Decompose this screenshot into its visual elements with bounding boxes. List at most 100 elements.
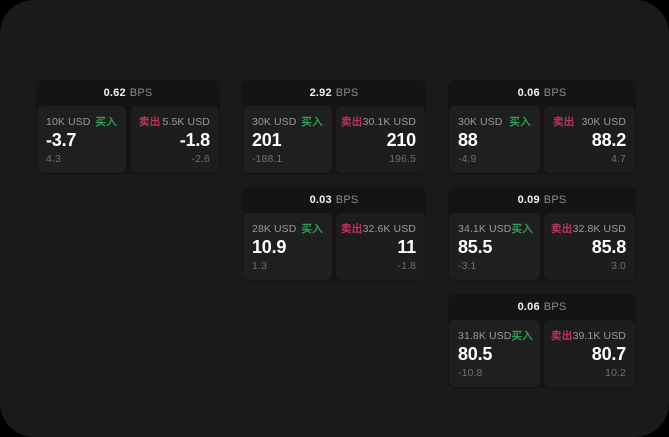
sell-delta: 10.2 [605,367,626,379]
quote-card[interactable]: 0.03 BPS 28K USD 买入 10.9 1.3 32.6K USD 卖出 11 -1.8 [242,187,426,281]
panel-header: 30.1K USD 卖出 [341,115,416,129]
buy-delta: -4.9 [458,153,477,165]
sell-delta: 3.0 [611,260,626,272]
bps-unit-label: BPS [543,87,567,99]
buy-delta: -3.1 [458,260,477,272]
panel-header: 5.5K USD 卖出 [139,115,210,129]
panel-row: 34.1K USD 买入 85.5 -3.1 32.8K USD 卖出 85.8 3.0 [448,213,636,281]
bps-value: 0.06 [517,87,540,99]
bps-value: 0.03 [309,194,332,206]
sell-side-label: 卖出 [340,223,363,235]
quote-card[interactable]: 0.06 BPS 31.8K USD 买入 80.5 -10.8 39.1K USD 卖出 80… [448,294,636,388]
bps-header: 0.62 BPS [36,80,220,106]
bps-unit-label: BPS [335,87,359,99]
buy-panel[interactable]: 30K USD 买入 201 -188.1 [243,106,332,173]
panel-header: 28K USD 买入 [252,222,323,236]
buy-panel[interactable]: 34.1K USD 买入 85.5 -3.1 [449,213,540,280]
buy-price: 201 [252,130,282,150]
bps-unit-label: BPS [543,194,567,206]
buy-delta: -188.1 [252,153,283,165]
bps-unit-label: BPS [543,301,567,313]
buy-side-label: 买入 [509,116,531,128]
buy-size-label: 30K USD [252,115,297,128]
sell-delta: 4.7 [611,153,626,165]
bps-value: 2.92 [309,87,332,99]
sell-side-label: 卖出 [340,116,363,128]
quote-column-3: 0.06 BPS 30K USD 买入 88 -4.9 30K USD 卖出 88.2 4.7 0.… [448,80,636,388]
sell-panel[interactable]: 30.1K USD 卖出 210 196.5 [336,106,425,173]
buy-panel[interactable]: 31.8K USD 买入 80.5 -10.8 [449,320,540,387]
quote-board: 0.62 BPS 10K USD 买入 -3.7 4.3 5.5K USD 卖出 -1.8 -2.… [36,80,636,390]
panel-header: 30K USD 买入 [252,115,323,129]
sell-price: 80.7 [591,344,626,364]
sell-size-label: 30.1K USD [362,115,416,128]
buy-size-label: 31.8K USD [458,329,512,342]
bps-value: 0.62 [103,87,126,99]
bps-value: 0.06 [517,301,540,313]
sell-side-label: 卖出 [139,116,161,128]
panel-header: 32.6K USD 卖出 [341,222,416,236]
panel-header: 32.8K USD 卖出 [551,222,626,236]
panel-header: 34.1K USD 买入 [458,222,534,236]
bps-header: 2.92 BPS [242,80,426,106]
bps-header: 0.06 BPS [448,80,636,106]
sell-panel[interactable]: 5.5K USD 卖出 -1.8 -2.6 [130,106,219,173]
panel-header: 39.1K USD 卖出 [550,329,626,343]
sell-price: 88.2 [591,130,626,150]
buy-panel[interactable]: 30K USD 买入 88 -4.9 [449,106,540,173]
sell-panel[interactable]: 32.6K USD 卖出 11 -1.8 [336,213,425,280]
sell-panel[interactable]: 32.8K USD 卖出 85.8 3.0 [544,213,635,280]
panel-row: 30K USD 买入 88 -4.9 30K USD 卖出 88.2 4.7 [448,106,636,174]
quote-column-1: 0.62 BPS 10K USD 买入 -3.7 4.3 5.5K USD 卖出 -1.8 -2.… [36,80,220,174]
sell-size-label: 32.6K USD [362,222,416,235]
buy-panel[interactable]: 10K USD 买入 -3.7 4.3 [37,106,126,173]
sell-size-label: 32.8K USD [572,222,626,235]
sell-size-label: 5.5K USD [162,115,210,128]
buy-delta: 4.3 [46,153,61,165]
buy-side-label: 买入 [95,116,117,128]
sell-panel[interactable]: 39.1K USD 卖出 80.7 10.2 [544,320,635,387]
buy-side-label: 买入 [301,223,323,235]
buy-size-label: 34.1K USD [458,222,512,235]
sell-delta: -1.8 [397,260,416,272]
buy-price: 88 [458,130,478,150]
quote-card[interactable]: 0.62 BPS 10K USD 买入 -3.7 4.3 5.5K USD 卖出 -1.8 -2.… [36,80,220,174]
sell-size-label: 30K USD [581,115,626,128]
sell-price: 85.8 [591,237,626,257]
sell-delta: 196.5 [389,153,416,165]
bps-unit-label: BPS [129,87,153,99]
quote-card[interactable]: 0.09 BPS 34.1K USD 买入 85.5 -3.1 32.8K USD 卖出 85.… [448,187,636,281]
bps-value: 0.09 [517,194,540,206]
bps-header: 0.06 BPS [448,294,636,320]
panel-header: 30K USD 卖出 [553,115,626,129]
buy-price: 10.9 [252,237,287,257]
bps-header: 0.03 BPS [242,187,426,213]
quote-card[interactable]: 2.92 BPS 30K USD 买入 201 -188.1 30.1K USD 卖出 210 1… [242,80,426,174]
buy-delta: 1.3 [252,260,267,272]
buy-price: 80.5 [458,344,493,364]
quote-column-2: 2.92 BPS 30K USD 买入 201 -188.1 30.1K USD 卖出 210 1… [242,80,426,281]
sell-panel[interactable]: 30K USD 卖出 88.2 4.7 [544,106,635,173]
buy-side-label: 买入 [511,330,534,342]
bps-header: 0.09 BPS [448,187,636,213]
quote-card[interactable]: 0.06 BPS 30K USD 买入 88 -4.9 30K USD 卖出 88.2 4.7 [448,80,636,174]
buy-price: 85.5 [458,237,493,257]
panel-header: 30K USD 买入 [458,115,531,129]
sell-size-label: 39.1K USD [572,329,626,342]
buy-side-label: 买入 [301,116,323,128]
buy-panel[interactable]: 28K USD 买入 10.9 1.3 [243,213,332,280]
sell-price: 210 [386,130,417,150]
sell-side-label: 卖出 [550,330,573,342]
panel-header: 31.8K USD 买入 [458,329,534,343]
panel-header: 10K USD 买入 [46,115,117,129]
panel-row: 28K USD 买入 10.9 1.3 32.6K USD 卖出 11 -1.8 [242,213,426,281]
buy-side-label: 买入 [511,223,534,235]
buy-delta: -10.8 [458,367,483,379]
buy-size-label: 10K USD [46,115,91,128]
sell-price: 11 [397,237,416,257]
panel-row: 30K USD 买入 201 -188.1 30.1K USD 卖出 210 196.5 [242,106,426,174]
buy-size-label: 30K USD [458,115,503,128]
panel-row: 10K USD 买入 -3.7 4.3 5.5K USD 卖出 -1.8 -2.6 [36,106,220,174]
panel-row: 31.8K USD 买入 80.5 -10.8 39.1K USD 卖出 80.7 10.2 [448,320,636,388]
